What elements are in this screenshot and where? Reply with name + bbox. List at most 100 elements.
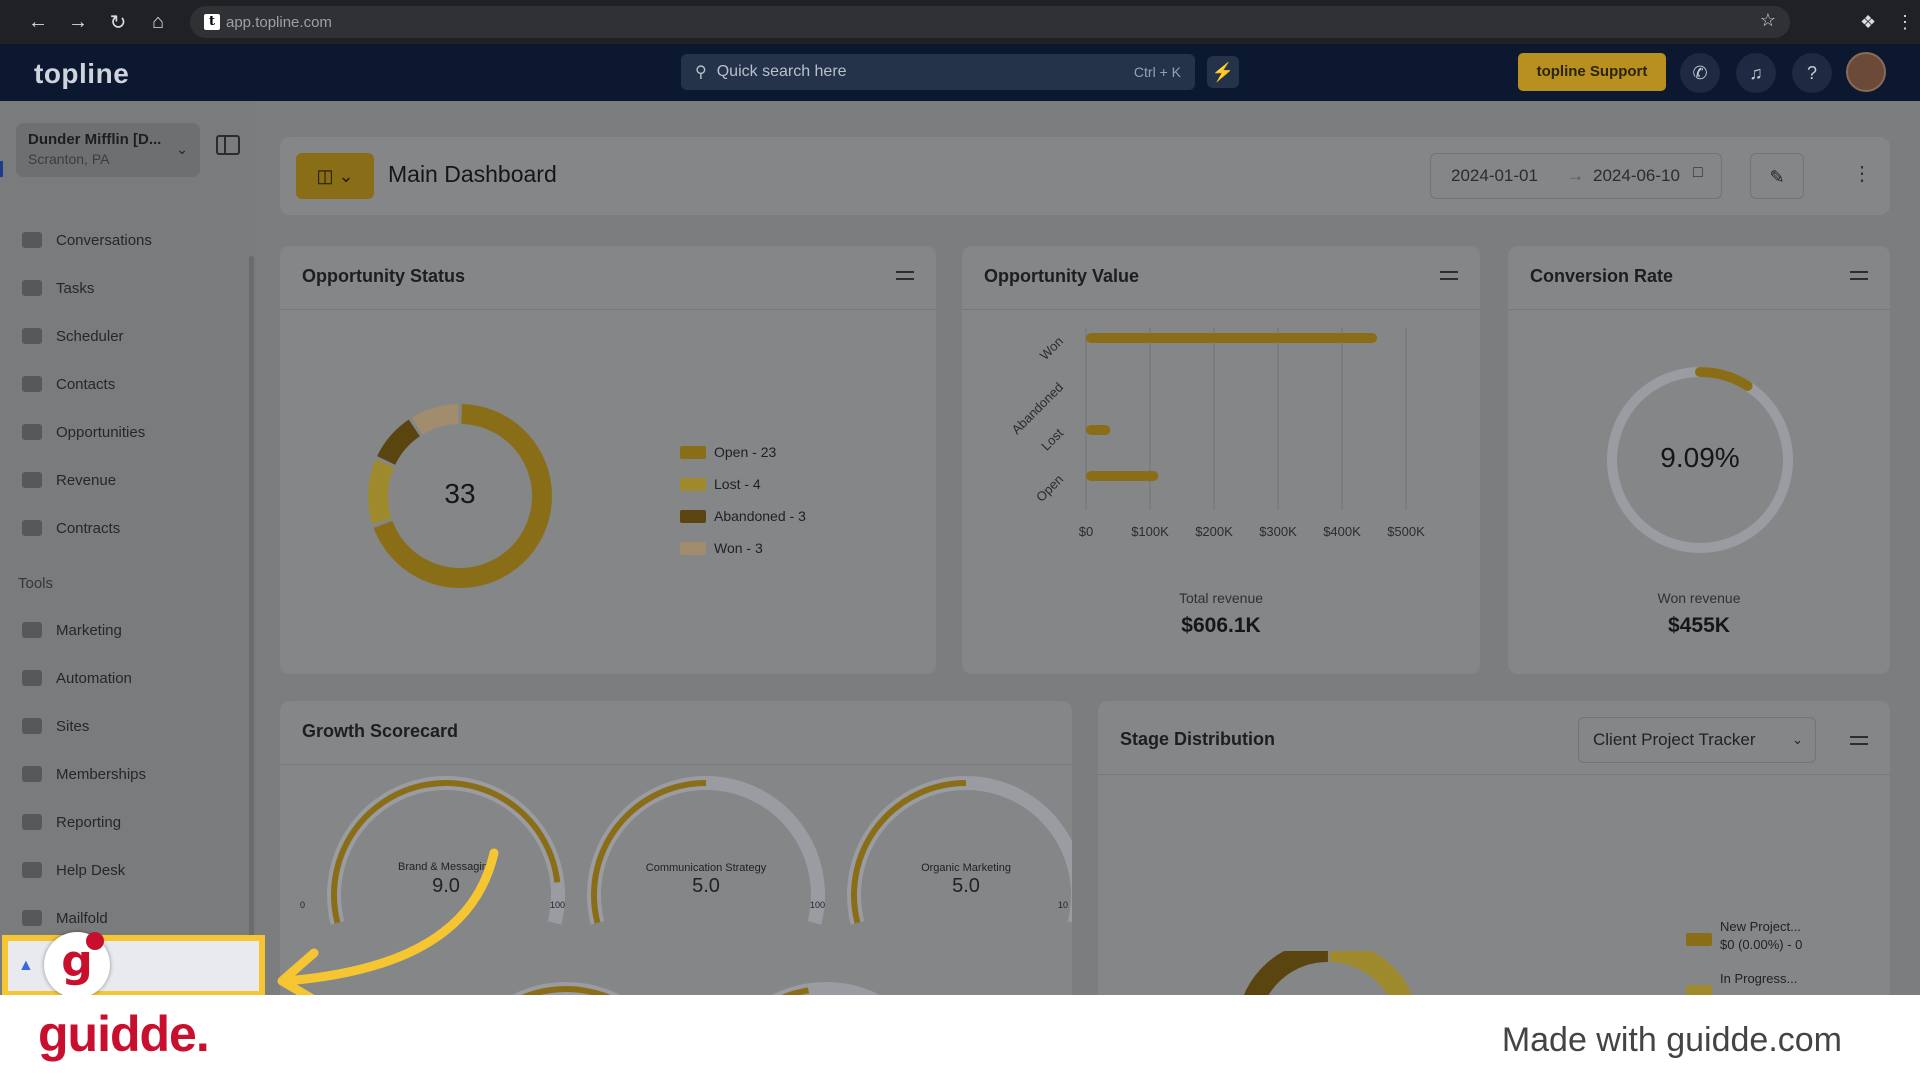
sidebar-item-scheduler[interactable]: Scheduler xyxy=(22,323,124,349)
sidebar-scrollbar[interactable] xyxy=(249,256,254,996)
sidebar-item-sites[interactable]: Sites xyxy=(22,713,89,739)
sidebar-item-label: Opportunities xyxy=(56,423,146,441)
avatar[interactable] xyxy=(1846,52,1886,92)
legend-swatch xyxy=(1686,933,1712,946)
cogs-icon xyxy=(22,670,42,686)
gauge-fill xyxy=(851,780,967,924)
forward-icon[interactable]: → xyxy=(68,10,88,33)
sidebar-item-label: Revenue xyxy=(56,471,117,489)
bolt-icon[interactable]: ⚡ xyxy=(1207,56,1239,88)
conversion-rate-ring xyxy=(1607,367,1793,553)
pie-icon xyxy=(22,814,42,830)
bell-icon[interactable]: ♫ xyxy=(1736,53,1776,93)
legend-item[interactable]: Lost - 4 xyxy=(680,476,761,492)
company-switcher[interactable]: Dunder Mifflin [D... Scranton, PA ⌄ xyxy=(16,123,200,177)
sidebar-item-marketing[interactable]: Marketing xyxy=(22,617,122,643)
sidebar-item-label: Help Desk xyxy=(56,861,126,879)
sidebar-item-label: Mailfold xyxy=(56,909,108,927)
x-tick-label: $300K xyxy=(1259,524,1297,539)
x-tick-label: $200K xyxy=(1195,524,1233,539)
gauge-value: 5.0 xyxy=(692,875,720,897)
donut-segment xyxy=(377,419,421,466)
bar xyxy=(1086,471,1159,481)
sidebar-collapse-icon[interactable] xyxy=(216,135,240,155)
date-to: 2024-06-10 xyxy=(1593,166,1680,185)
gauge-fill xyxy=(591,780,707,924)
legend-name: In Progress... xyxy=(1720,971,1798,986)
gauge-track xyxy=(847,776,1072,925)
search-icon: ⚲ xyxy=(695,64,707,81)
sidebar-item-opportunities[interactable]: Opportunities xyxy=(22,419,145,445)
search-shortcut: Ctrl + K xyxy=(1133,64,1181,80)
help-icon[interactable]: ? xyxy=(1792,53,1832,93)
sidebar-item-label: Contacts xyxy=(56,375,116,393)
calendar-icon xyxy=(22,328,42,344)
home-icon[interactable]: ⌂ xyxy=(151,10,165,33)
support-button[interactable]: topline Support xyxy=(1518,53,1666,91)
gauge-fill xyxy=(781,987,809,995)
address-bar[interactable]: t app.topline.com ☆ xyxy=(190,6,1790,38)
x-tick-label: $400K xyxy=(1323,524,1361,539)
browser-menu-icon[interactable]: ⋮ xyxy=(1896,11,1914,32)
guide-arrow xyxy=(277,848,499,1001)
bookmark-star-icon[interactable]: ☆ xyxy=(1759,10,1776,30)
x-tick-label: $500K xyxy=(1387,524,1425,539)
sidebar-item-revenue[interactable]: Revenue xyxy=(22,467,116,493)
guidde-badge-icon[interactable]: g xyxy=(44,932,110,998)
sidebar-item-automation[interactable]: Automation xyxy=(22,665,132,691)
filter-icon[interactable] xyxy=(896,268,914,282)
search-placeholder: Quick search here xyxy=(716,63,847,80)
opportunity-status-donut xyxy=(368,404,552,588)
filter-icon[interactable] xyxy=(1850,268,1868,282)
back-icon[interactable]: ← xyxy=(28,10,48,33)
sidebar-item-label: Memberships xyxy=(56,765,147,783)
dashboard-switcher-button[interactable]: ◫ ⌄ xyxy=(296,153,374,199)
sidebar-item-mailfold[interactable]: Mailfold xyxy=(22,905,108,931)
quick-search-input[interactable]: ⚲ Quick search here Ctrl + K xyxy=(681,54,1195,90)
bar xyxy=(1086,425,1111,435)
donut-segment xyxy=(368,459,395,525)
gauge-track xyxy=(772,982,880,995)
card-header xyxy=(280,246,936,310)
topline-logo[interactable]: topline xyxy=(34,58,130,89)
person-icon xyxy=(22,376,42,392)
bar xyxy=(1086,333,1378,343)
extensions-icon[interactable]: ❖ xyxy=(1860,11,1877,32)
gauge-track xyxy=(587,776,825,925)
legend-item[interactable]: Won - 3 xyxy=(680,540,763,556)
gauge-value: 5.0 xyxy=(952,875,980,897)
donut-total: 33 xyxy=(444,478,476,509)
gauge-max: 10 xyxy=(1058,900,1069,910)
stage-distribution-card: Stage Distribution Client Project Tracke… xyxy=(1098,701,1890,1021)
url-text: app.topline.com xyxy=(226,13,332,31)
legend-item[interactable]: Open - 23 xyxy=(680,444,776,460)
card-title: Conversion Rate xyxy=(1530,266,1674,286)
active-indicator xyxy=(0,161,3,177)
sidebar-item-help-desk[interactable]: Help Desk xyxy=(22,857,125,883)
filter-icon[interactable] xyxy=(1440,268,1458,282)
edit-pencil-icon[interactable]: ✎ xyxy=(1750,153,1804,199)
sidebar-item-contracts[interactable]: Contracts xyxy=(22,515,120,541)
sidebar-item-label: Tasks xyxy=(56,279,95,297)
pipeline-select-value: Client Project Tracker xyxy=(1593,730,1756,749)
legend-item[interactable]: Abandoned - 3 xyxy=(680,508,806,524)
mail-icon xyxy=(22,910,42,926)
sidebar-item-tasks[interactable]: Tasks xyxy=(22,275,94,301)
phone-icon[interactable]: ✆ xyxy=(1680,53,1720,93)
sidebar-item-reporting[interactable]: Reporting xyxy=(22,809,121,835)
growth-scorecard-card: Growth Scorecard Brand & Messaging 9.0 C… xyxy=(280,701,1072,1021)
favicon-icon: t xyxy=(204,14,220,30)
filter-icon[interactable] xyxy=(1850,733,1868,747)
sidebar-item-conversations[interactable]: Conversations xyxy=(22,227,152,253)
donut-segment xyxy=(373,404,552,588)
reload-icon[interactable]: ↻ xyxy=(109,11,127,34)
sidebar-item-label: Contracts xyxy=(56,519,121,537)
pipeline-select[interactable]: Client Project Tracker ⌄ xyxy=(1578,717,1816,763)
guidde-logo: guidde. xyxy=(38,1006,210,1062)
highlight-box[interactable]: ▲ xyxy=(2,935,265,997)
card-header xyxy=(962,246,1480,310)
date-range-picker[interactable]: 2024-01-01 → 2024-06-10 □ xyxy=(1430,153,1722,199)
sidebar-item-contacts[interactable]: Contacts xyxy=(22,371,115,397)
sidebar-item-memberships[interactable]: Memberships xyxy=(22,761,146,787)
more-options-icon[interactable]: ⋮ xyxy=(1852,163,1872,185)
